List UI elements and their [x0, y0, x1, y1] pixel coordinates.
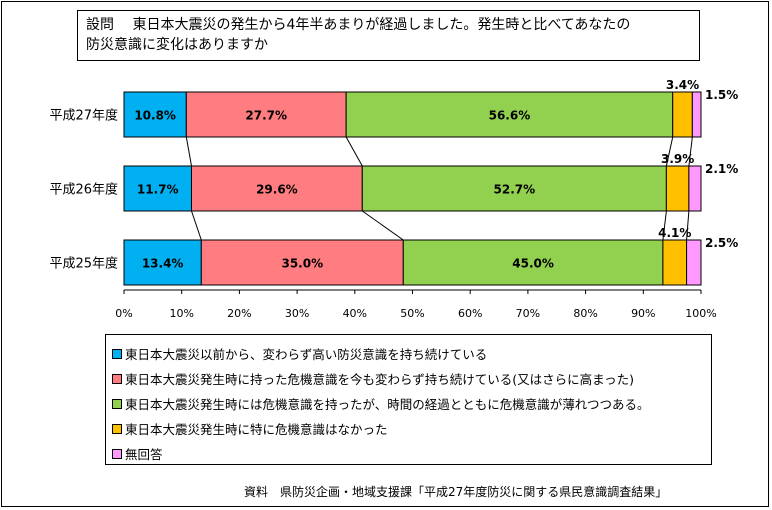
- bar-segment: [361, 165, 667, 212]
- x-tick-label: 30%: [285, 307, 309, 320]
- x-tick-label: 10%: [169, 307, 193, 320]
- bar-segment: [665, 165, 690, 212]
- legend-item: 東日本大震災発生時に持った危機意識を今も変わらず持ち続けている(又はさらに高まっ…: [112, 366, 711, 391]
- category-label: 平成27年度: [49, 108, 118, 124]
- data-label: 10.8%: [134, 109, 176, 123]
- series-line: [345, 136, 363, 167]
- x-tick-label: 60%: [458, 307, 482, 320]
- bar-segment: [123, 165, 193, 212]
- data-label: 56.6%: [489, 109, 531, 123]
- series-line: [185, 136, 193, 167]
- legend-swatch: [112, 423, 122, 434]
- legend-swatch: [112, 398, 122, 409]
- data-label: 35.0%: [281, 257, 323, 271]
- series-line: [362, 210, 404, 241]
- x-tick-label: 80%: [573, 307, 597, 320]
- legend: 東日本大震災以前から、変わらず高い防災意識を持ち続けている 東日本大震災発生時に…: [105, 334, 712, 465]
- bar-segment: [688, 165, 702, 212]
- series-line: [665, 136, 674, 167]
- bar-segment: [200, 239, 404, 286]
- bar-segment: [191, 165, 363, 212]
- stacked-bar-chart: 10.8% 27.7% 56.6% 3.4% 1.5% 平成27年度 11.7% 29.6% 5…: [49, 78, 738, 320]
- legend-label: 東日本大震災発生時に持った危機意識を今も変わらず持ち続けている(又はさらに高まっ…: [125, 372, 635, 387]
- data-label: 45.0%: [512, 257, 554, 271]
- legend-label: 無回答: [125, 447, 163, 462]
- x-tick-label: 40%: [343, 307, 367, 320]
- legend-swatch: [112, 448, 122, 459]
- bar-segment: [123, 239, 202, 286]
- data-label: 3.4%: [666, 78, 699, 92]
- x-tick-label: 50%: [400, 307, 424, 320]
- bar-segment: [691, 91, 702, 138]
- bar-segment: [686, 239, 702, 286]
- source-note: 資料 県防災企画・地域支援課「平成27年度防災に関する県民意識調査結果」: [244, 485, 668, 499]
- legend-label: 東日本大震災発生時には危機意識を持ったが、時間の経過とともに危機意識が薄れつつあ…: [125, 397, 650, 412]
- series-line: [688, 136, 693, 167]
- data-label: 29.6%: [256, 183, 298, 197]
- data-label: 2.5%: [705, 236, 738, 250]
- legend-item: 東日本大震災発生時には危機意識を持ったが、時間の経過とともに危機意識が薄れつつあ…: [112, 391, 711, 416]
- category-label: 平成25年度: [49, 256, 118, 272]
- question-box: 設問 東日本大震災の発生から4年半あまりが経過しました。発生時と比べてあなたの …: [77, 10, 700, 61]
- data-label: 3.9%: [661, 152, 694, 166]
- legend-swatch: [112, 348, 122, 359]
- legend-item: 東日本大震災以前から、変わらず高い防災意識を持ち続けている: [112, 341, 711, 366]
- data-label: 1.5%: [705, 88, 738, 102]
- data-label: 52.7%: [494, 183, 536, 197]
- bar-segment: [345, 91, 674, 138]
- series-line: [191, 210, 202, 241]
- legend-label: 東日本大震災以前から、変わらず高い防災意識を持ち続けている: [125, 347, 488, 362]
- legend-swatch: [112, 373, 122, 384]
- x-tick-label: 100%: [685, 307, 716, 320]
- data-label: 11.7%: [137, 183, 179, 197]
- legend-item: 無回答: [112, 441, 711, 466]
- x-tick-label: 0%: [115, 307, 132, 320]
- legend-label: 東日本大震災発生時に特に危機意識はなかった: [125, 422, 388, 437]
- series-line: [662, 210, 667, 241]
- x-tick-label: 20%: [227, 307, 251, 320]
- x-tick-label: 70%: [516, 307, 540, 320]
- bar-segment: [402, 239, 664, 286]
- data-label: 2.1%: [705, 162, 738, 176]
- bar-segment: [672, 91, 693, 138]
- data-label: 4.1%: [658, 226, 691, 240]
- legend-item: 東日本大震災発生時に特に危機意識はなかった: [112, 416, 711, 441]
- bar-segment: [662, 239, 688, 286]
- data-label: 13.4%: [142, 257, 184, 271]
- series-line: [686, 210, 690, 241]
- x-tick-label: 90%: [631, 307, 655, 320]
- category-label: 平成26年度: [49, 182, 118, 198]
- data-label: 27.7%: [245, 109, 287, 123]
